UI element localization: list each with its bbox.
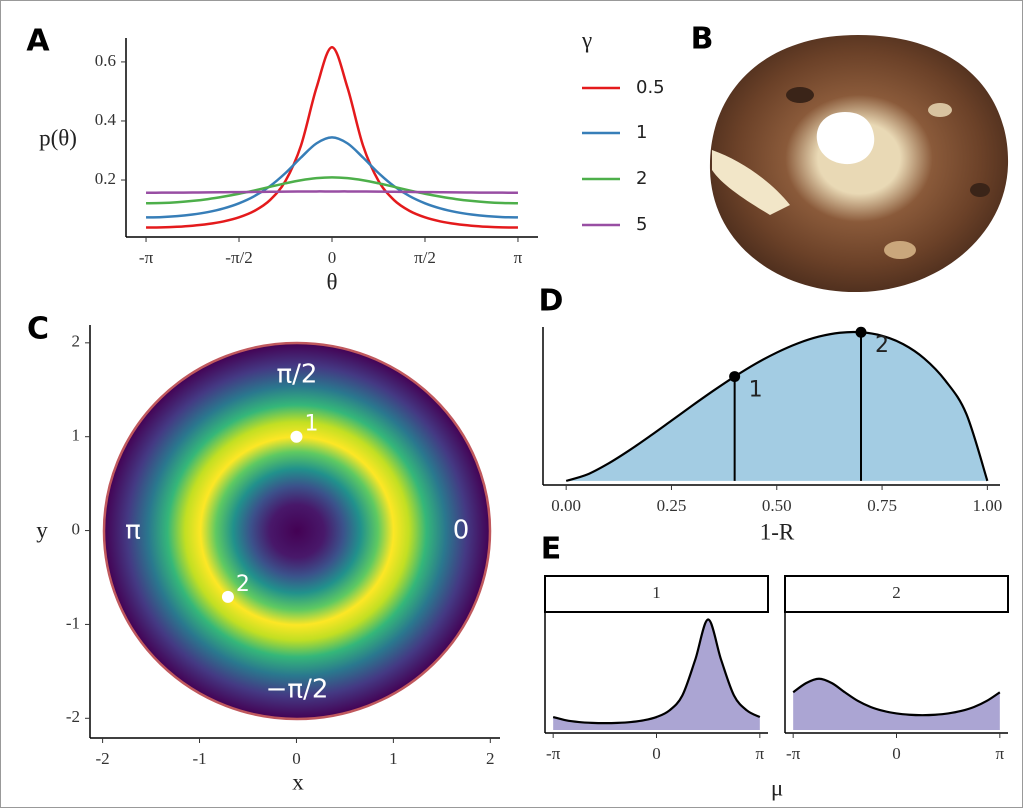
y-tick-label: 0.2 — [95, 169, 116, 188]
point — [729, 371, 740, 382]
x-tick-label: -π — [546, 744, 561, 763]
point — [290, 431, 302, 443]
legend-title: γ — [581, 27, 592, 52]
x-tick-label: 1.00 — [972, 496, 1002, 515]
bread-photo — [710, 35, 1008, 292]
page: -π -π/2 0 π/2 π 0.2 0.4 0.6 0.5 1 2 5 γ Aθ p(θ) B -2 -1 0 1… — [0, 0, 1023, 808]
x-tick-label: 0 — [292, 749, 301, 768]
legend-label: 1 — [636, 122, 647, 143]
point-label: 2 — [875, 333, 889, 358]
panel-letter: E — [541, 532, 562, 567]
x-tick-label: 1 — [389, 749, 398, 768]
panel-letter: D — [539, 284, 564, 319]
x-axis-title: θ — [326, 269, 337, 294]
x-tick-label: -1 — [192, 749, 206, 768]
y-axis-title: y — [36, 517, 48, 542]
x-tick-label: -2 — [96, 749, 110, 768]
x-axis-title: 1-R — [760, 519, 795, 544]
point-label: 1 — [749, 378, 763, 403]
x-axis-title: μ — [771, 775, 783, 800]
figure: -π -π/2 0 π/2 π 0.2 0.4 0.6 0.5 1 2 5 γ Aθ p(θ) B -2 -1 0 1… — [0, 0, 1023, 808]
x-tick-label: 0 — [328, 248, 337, 267]
density-disk — [104, 343, 490, 719]
angle-annotation: −π/2 — [266, 675, 329, 705]
x-tick-label: 0.25 — [657, 496, 687, 515]
y-tick-label: 0.4 — [95, 110, 117, 129]
x-tick-label: π — [514, 248, 523, 267]
x-tick-label: -π — [139, 248, 154, 267]
y-tick-label: 1 — [72, 426, 81, 445]
area — [793, 679, 1000, 730]
bread-ring — [710, 35, 1008, 292]
y-tick-label: -1 — [66, 613, 80, 632]
facet-label: 2 — [892, 583, 901, 602]
x-axis-title: x — [292, 769, 304, 794]
line — [146, 191, 518, 192]
area — [566, 332, 987, 481]
bread-spot — [970, 183, 990, 197]
x-tick-label: -π/2 — [225, 248, 252, 267]
y-tick-label: 0 — [72, 519, 81, 538]
point — [856, 327, 867, 338]
y-axis-title: p(θ) — [39, 125, 77, 150]
x-tick-label: 0.50 — [762, 496, 792, 515]
x-tick-label: π — [996, 744, 1005, 763]
bread-spot — [884, 241, 916, 259]
y-tick-label: 0.6 — [95, 51, 116, 70]
legend-label: 5 — [636, 214, 647, 235]
panel-letter: B — [691, 22, 714, 57]
x-tick-label: π — [756, 744, 765, 763]
angle-annotation: π — [125, 516, 141, 546]
panel-letter: A — [26, 24, 50, 59]
area — [553, 620, 760, 731]
bread-spot — [928, 103, 952, 117]
point-label: 2 — [236, 572, 250, 597]
y-tick-label: 2 — [72, 332, 81, 351]
bread-spot — [786, 87, 814, 103]
facet-label: 1 — [652, 583, 661, 602]
x-tick-label: -π — [786, 744, 801, 763]
panel-letter: C — [27, 312, 49, 347]
angle-annotation: 0 — [453, 516, 470, 546]
point-label: 1 — [304, 412, 318, 437]
legend-label: 2 — [636, 168, 647, 189]
x-tick-label: 0.75 — [867, 496, 897, 515]
x-tick-label: 0 — [892, 744, 901, 763]
angle-annotation: π/2 — [277, 360, 318, 390]
legend-label: 0.5 — [636, 77, 665, 98]
x-tick-label: 0.00 — [551, 496, 581, 515]
x-tick-label: π/2 — [414, 248, 436, 267]
x-tick-label: 2 — [486, 749, 495, 768]
point — [222, 591, 234, 603]
y-tick-label: -2 — [66, 707, 80, 726]
x-tick-label: 0 — [652, 744, 661, 763]
